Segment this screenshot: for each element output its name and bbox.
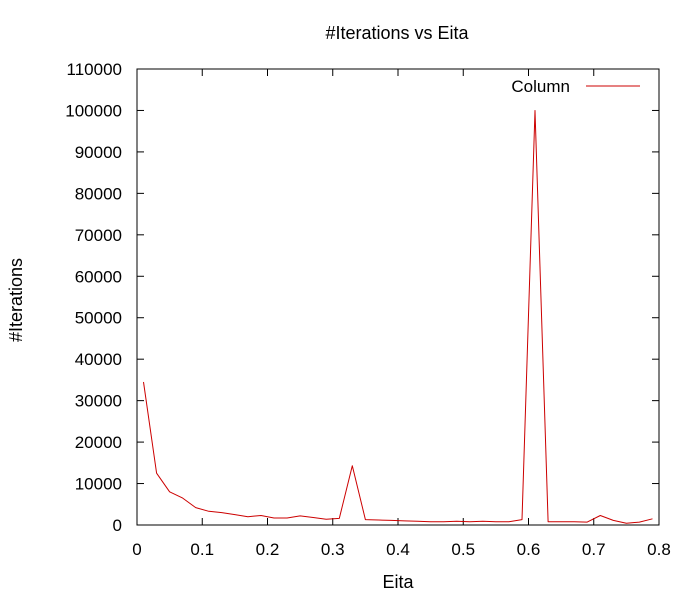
x-tick-label: 0.2 [256,540,280,559]
legend: Column [511,77,640,96]
y-tick-label: 10000 [75,475,122,494]
y-tick-label: 20000 [75,433,122,452]
x-tick-label: 0 [132,540,141,559]
y-tick-label: 40000 [75,350,122,369]
y-tick-label: 50000 [75,309,122,328]
x-tick-label: 0.6 [517,540,541,559]
y-axis: 0 10000 20000 30000 40000 50000 60000 70000 8000… [65,60,659,535]
series-layer [143,110,653,524]
x-axis: 0 0.1 0.2 0.3 0.4 0.5 0.6 0.7 0.8 [132,69,671,559]
y-tick-label: 80000 [75,184,122,203]
x-tick-label: 0.5 [451,540,475,559]
x-axis-label: Eita [382,572,414,592]
legend-label: Column [511,77,570,96]
y-tick-label: 30000 [75,392,122,411]
y-tick-label: 70000 [75,226,122,245]
series-line-column [143,110,653,524]
plot-frame [136,68,660,526]
x-tick-label: 0.1 [190,540,214,559]
y-axis-label: #Iterations [6,258,26,342]
x-tick-label: 0.7 [582,540,606,559]
x-tick-label: 0.3 [321,540,345,559]
chart-title: #Iterations vs Eita [325,23,469,43]
x-tick-label: 0.8 [647,540,671,559]
y-tick-label: 60000 [75,267,122,286]
y-tick-label: 90000 [75,143,122,162]
y-tick-label: 0 [113,516,122,535]
y-tick-label: 110000 [67,60,122,79]
y-tick-label: 100000 [65,101,122,120]
x-tick-label: 0.4 [386,540,410,559]
